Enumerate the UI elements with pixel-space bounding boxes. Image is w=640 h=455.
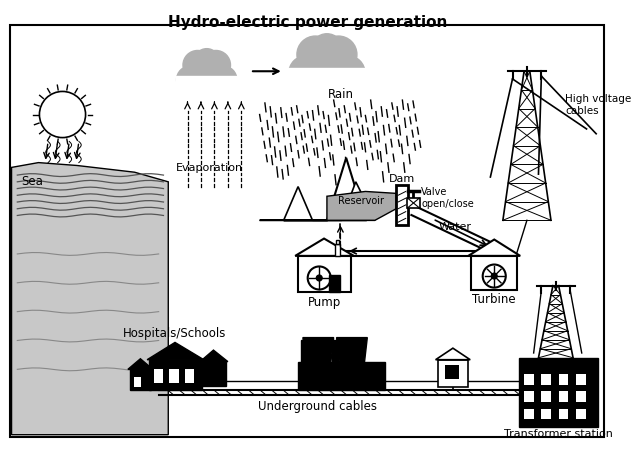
Text: Evaporation: Evaporation <box>176 162 243 172</box>
Polygon shape <box>312 182 375 220</box>
Circle shape <box>297 36 334 73</box>
Text: Sea: Sea <box>21 175 43 188</box>
Polygon shape <box>128 359 153 369</box>
Polygon shape <box>260 187 312 220</box>
Bar <box>519 358 598 427</box>
Bar <box>524 391 534 402</box>
Circle shape <box>492 273 497 279</box>
Circle shape <box>177 66 204 93</box>
Bar <box>130 369 151 390</box>
Bar <box>559 374 568 385</box>
Bar <box>471 256 517 289</box>
Polygon shape <box>284 158 365 220</box>
Circle shape <box>194 49 220 74</box>
Bar <box>298 256 351 293</box>
Circle shape <box>311 34 343 66</box>
Bar <box>154 369 163 383</box>
Circle shape <box>483 264 506 288</box>
Text: Rain: Rain <box>328 88 355 101</box>
Bar <box>149 360 202 390</box>
Bar <box>332 340 339 362</box>
Text: Pump: Pump <box>307 296 340 309</box>
Circle shape <box>183 51 212 80</box>
Bar <box>396 185 408 225</box>
Polygon shape <box>337 338 367 371</box>
Text: Dam: Dam <box>389 174 415 184</box>
Bar <box>335 244 340 256</box>
Bar <box>347 340 354 362</box>
Bar <box>559 391 568 402</box>
Text: Reservoir: Reservoir <box>337 196 383 206</box>
Bar <box>541 409 551 420</box>
Text: High voltage
cables: High voltage cables <box>565 94 632 116</box>
Polygon shape <box>200 350 228 362</box>
Circle shape <box>188 58 225 94</box>
Circle shape <box>320 36 357 73</box>
Bar <box>541 391 551 402</box>
Bar <box>576 391 586 402</box>
Polygon shape <box>327 192 396 220</box>
Bar <box>298 362 385 390</box>
Bar <box>175 76 238 96</box>
Bar <box>559 409 568 420</box>
Bar <box>407 198 420 208</box>
Bar <box>316 340 323 362</box>
Bar <box>576 409 586 420</box>
Text: Underground cables: Underground cables <box>258 400 377 413</box>
Bar <box>524 409 534 420</box>
Bar <box>288 68 366 94</box>
Bar <box>301 340 308 362</box>
Polygon shape <box>12 162 168 435</box>
Polygon shape <box>468 239 520 256</box>
Circle shape <box>40 91 86 137</box>
Circle shape <box>201 51 230 80</box>
Bar <box>445 365 459 379</box>
Polygon shape <box>436 348 470 360</box>
Text: Valve
open/close: Valve open/close <box>421 187 474 209</box>
Circle shape <box>289 56 323 90</box>
Bar <box>169 369 179 383</box>
Circle shape <box>304 46 350 91</box>
Circle shape <box>209 66 237 93</box>
Polygon shape <box>303 338 333 371</box>
Polygon shape <box>147 343 204 360</box>
Text: Hospitals/Schools: Hospitals/Schools <box>124 328 227 340</box>
Text: Water: Water <box>438 222 471 232</box>
Bar <box>541 374 551 385</box>
Bar <box>524 374 534 385</box>
Bar <box>335 239 339 244</box>
Bar <box>202 362 226 386</box>
Bar <box>329 275 340 293</box>
Circle shape <box>308 267 331 289</box>
Polygon shape <box>295 238 354 256</box>
Text: Turbine: Turbine <box>472 293 516 306</box>
Bar <box>576 374 586 385</box>
Circle shape <box>330 56 365 90</box>
Text: Transformer station: Transformer station <box>504 429 613 439</box>
Bar <box>134 377 141 387</box>
Bar <box>438 360 468 387</box>
Bar <box>184 369 194 383</box>
Circle shape <box>316 275 322 281</box>
Text: Hydro-electric power generation: Hydro-electric power generation <box>168 15 447 30</box>
